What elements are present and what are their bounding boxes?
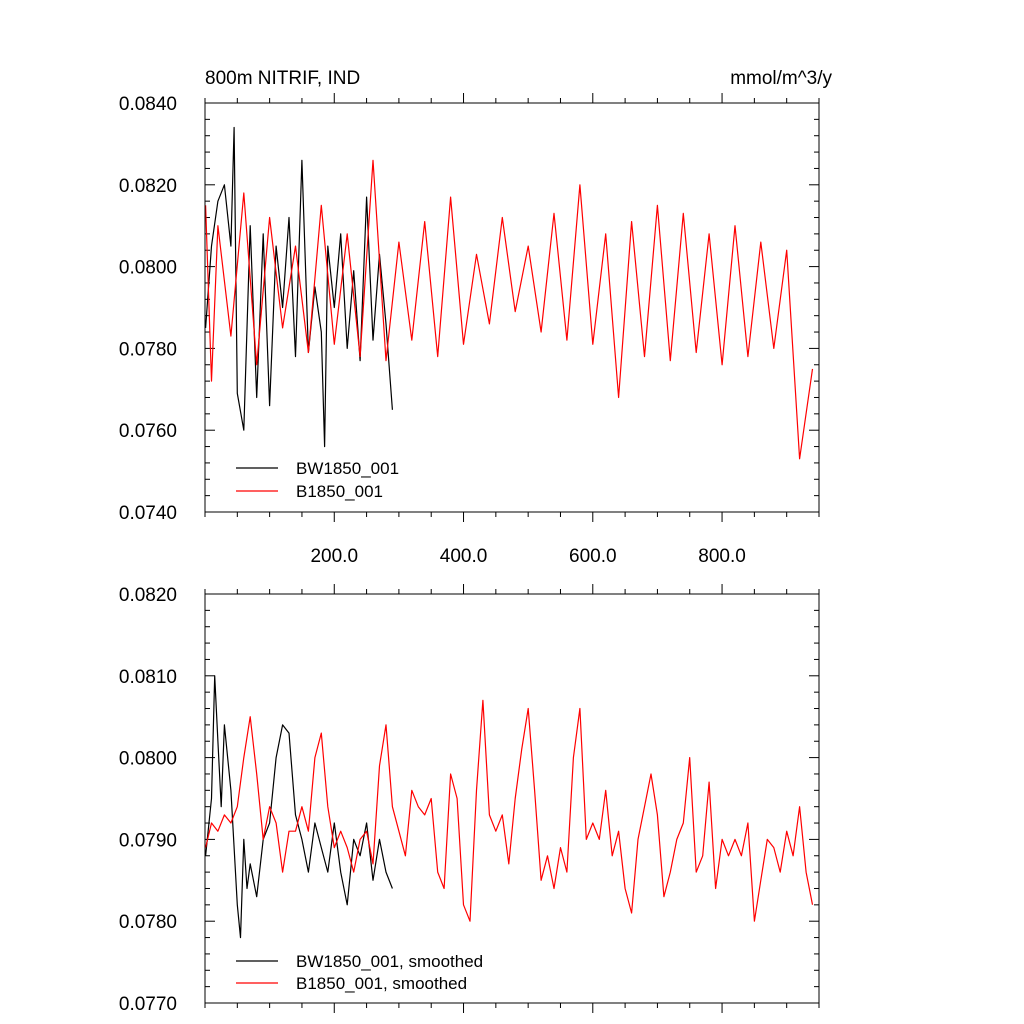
legend-label-b1850-smoothed: B1850_001, smoothed [296, 974, 467, 993]
x-tick-label: 400.0 [440, 546, 488, 567]
top-chart-panel: 800m NITRIF, IND mmol/m^3/y 0.0740 0.0760… [119, 68, 833, 567]
series-line-bw1850 [205, 675, 393, 939]
top-plot-frame [204, 102, 820, 513]
bottom-y-tick-labels: 0.0770 0.0780 0.0790 0.0800 0.0810 0.0820 [119, 585, 177, 1015]
y-tick-label: 0.0810 [119, 667, 177, 688]
y-tick-label: 0.0780 [119, 339, 177, 360]
top-legend: BW1850_001 B1850_001 [236, 459, 399, 501]
series-line-b1850 [205, 159, 814, 460]
bottom-legend: BW1850_001, smoothed B1850_001, smoothed [236, 952, 483, 993]
bottom-axis-ticks [204, 584, 820, 1013]
x-tick-label: 800.0 [698, 546, 746, 567]
bottom-plot-frame [204, 593, 820, 1004]
bottom-chart-panel: 0.0770 0.0780 0.0790 0.0800 0.0810 0.0820 BW1… [119, 584, 820, 1015]
y-tick-label: 0.0780 [119, 912, 177, 933]
top-x-tick-labels: 200.0 400.0 600.0 800.0 [310, 546, 745, 567]
y-tick-label: 0.0760 [119, 421, 177, 442]
y-tick-label: 0.0840 [119, 94, 177, 115]
y-tick-label: 0.0820 [119, 585, 177, 606]
y-tick-label: 0.0740 [119, 503, 177, 524]
x-tick-label: 200.0 [310, 546, 358, 567]
legend-label-bw1850-smoothed: BW1850_001, smoothed [296, 952, 483, 971]
chart-title: 800m NITRIF, IND [205, 68, 360, 89]
legend-label-b1850: B1850_001 [296, 482, 383, 501]
y-tick-label: 0.0800 [119, 258, 177, 279]
y-tick-label: 0.0790 [119, 830, 177, 851]
series-line-b1850 [205, 699, 814, 922]
y-tick-label: 0.0820 [119, 176, 177, 197]
legend-label-bw1850: BW1850_001 [296, 459, 399, 478]
bottom-series-lines [205, 675, 814, 939]
top-y-tick-labels: 0.0740 0.0760 0.0780 0.0800 0.0820 0.0840 [119, 94, 177, 524]
x-tick-label: 600.0 [569, 546, 617, 567]
y-tick-label: 0.0770 [119, 994, 177, 1015]
top-series-lines [205, 126, 814, 460]
chart-units: mmol/m^3/y [730, 68, 832, 89]
y-tick-label: 0.0800 [119, 749, 177, 770]
